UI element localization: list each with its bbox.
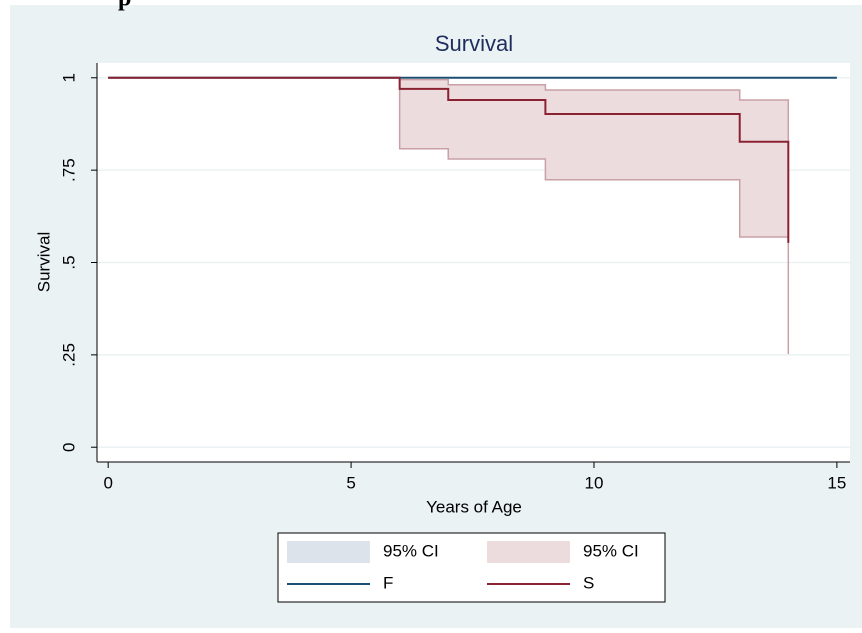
y-axis-label: Survival [34,232,53,292]
ci-band [398,78,790,355]
y-tick-label: .5 [59,255,78,269]
legend-label: F [383,573,393,592]
x-tick-label: 15 [827,473,846,492]
x-tick-label: 5 [346,473,355,492]
y-tick-label: .25 [59,343,78,367]
legend-label: S [583,573,594,592]
x-axis-label: Years of Age [426,497,522,516]
y-tick-label: 0 [59,442,78,451]
legend-label: 95% CI [583,541,639,560]
heading: p [118,0,131,12]
y-tick-label: .75 [59,158,78,182]
y-tick-label: 1 [59,73,78,82]
survival-line [108,76,790,243]
x-tick-label: 10 [585,473,604,492]
chart-title: Survival [435,31,513,56]
legend-swatch [487,541,570,563]
legend-swatch [287,541,370,563]
x-tick-label: 0 [103,473,112,492]
legend-label: 95% CI [383,541,439,560]
